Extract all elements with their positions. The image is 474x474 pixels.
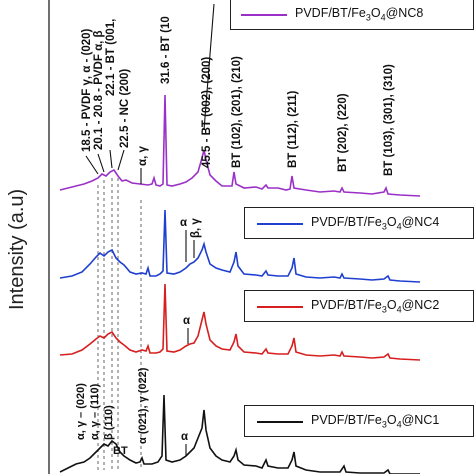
peak-labels: α, γ α β, γ α α [137,146,202,443]
annotation-bt-202: BT (202), (220) [337,93,349,172]
arrow-2 [97,153,105,173]
legend-nc4-line [257,223,303,225]
label-nc4-alpha: α [180,217,187,229]
legend-nc8: PVDF/BT/Fe3O4@NC8 [230,0,474,30]
arrows [85,3,215,456]
spectrum-nc1 [59,394,420,474]
legend-nc1: PVDF/BT/Fe3O4@NC1 [244,405,474,437]
dashed-guides [97,178,142,470]
annotation-nc-200: 22.5 - NC (200) [119,69,131,148]
annotation-bt-001: 22.1 - BT (001, [105,19,117,96]
annotation-bt-316: 31.6 - BT (10 [160,16,172,84]
label-nc1-020: α, γ – (020) [75,383,87,440]
annotation-bt-455: 45.5 - BT (002), (200) [201,57,213,168]
annotation-pvdf-alpha-beta: 20.1 - 20.8 - PVDF α, β [93,30,105,150]
legend-nc1-line [257,421,303,423]
label-nc1-021: α (021), γ (022) [137,367,149,444]
annotation-bt-102: BT (102), (201), (210) [231,56,243,168]
arrow-3 [109,149,113,169]
spectrum-nc8 [59,94,421,197]
label-nc1-alpha: α [181,431,188,443]
label-nc4-beta-gamma: β, γ [190,218,202,238]
legend-nc4-label: PVDF/BT/Fe3O4@NC4 [311,215,440,232]
legend-nc2-line [257,306,303,308]
spectrum-nc4 [59,209,421,283]
legend-nc1-label: PVDF/BT/Fe3O4@NC1 [311,413,440,430]
arrow-1 [85,155,99,175]
label-nc8-alpha-gamma: α, γ [137,146,149,166]
arrow-to-bt-peak [203,3,215,131]
legend-nc2-label: PVDF/BT/Fe3O4@NC2 [311,298,440,315]
annotation-bt-103: BT (103), (301), (310) [383,64,395,176]
legend-nc8-line [241,14,287,16]
y-axis-label: Intensity (a.u) [6,188,28,310]
top-annotations: 18.5 - PVDF γ, α - (020) 20.1 - 20.8 - P… [81,16,395,176]
annotation-bt-112: BT (112), (211) [287,90,299,168]
legend-nc2: PVDF/BT/Fe3O4@NC2 [244,290,474,322]
nc1-peak-labels: α, γ – (020) α, γ – (110) β (110) BT α (… [75,367,149,457]
label-nc1-bt: BT [113,445,128,457]
label-nc1-beta110: β (110) [103,405,115,440]
annotation-pvdf-020: 18.5 - PVDF γ, α - (020) [81,28,93,152]
legend-nc8-label: PVDF/BT/Fe3O4@NC8 [295,6,424,23]
spectrum-nc2 [59,283,421,361]
label-nc1-110: α, γ – (110) [89,383,101,440]
label-nc2-alpha: α [183,315,190,327]
arrow-4 [117,149,125,171]
legend-nc4: PVDF/BT/Fe3O4@NC4 [244,207,474,239]
